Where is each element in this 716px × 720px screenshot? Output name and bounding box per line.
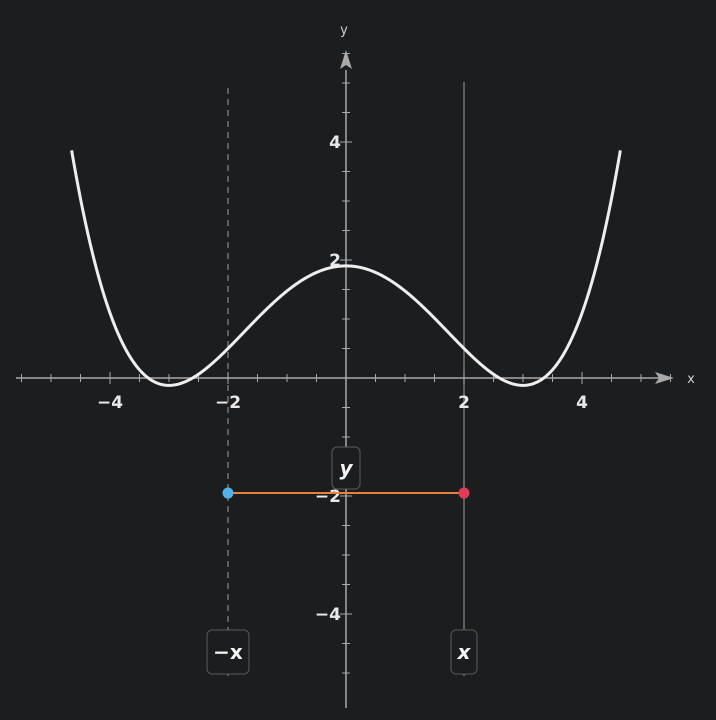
- x-axis-label: x: [687, 372, 695, 387]
- y-tick-label: 2: [329, 251, 341, 271]
- neg-x-label-box: [206, 629, 250, 675]
- y-marker-label-box: [331, 446, 361, 490]
- y-tick-label: 4: [329, 133, 341, 153]
- function-curve: [70, 150, 622, 387]
- x-axis-arrow: [655, 372, 674, 384]
- point-neg-x: [222, 487, 234, 499]
- x-label: x: [457, 640, 472, 664]
- y-axis-arrow: [340, 50, 352, 69]
- x-tick-label: −2: [215, 393, 241, 413]
- y-tick-label: −4: [315, 605, 341, 625]
- neg-x-label: −x: [213, 640, 243, 664]
- x-label-box: [450, 629, 478, 675]
- y-axis-label: y: [340, 23, 348, 38]
- x-tick-label: 2: [458, 393, 470, 413]
- point-x: [458, 487, 470, 499]
- y-tick-label: −2: [315, 487, 341, 507]
- x-tick-label: 4: [576, 393, 588, 413]
- x-tick-label: −4: [97, 393, 123, 413]
- y-marker-label: y: [339, 456, 353, 480]
